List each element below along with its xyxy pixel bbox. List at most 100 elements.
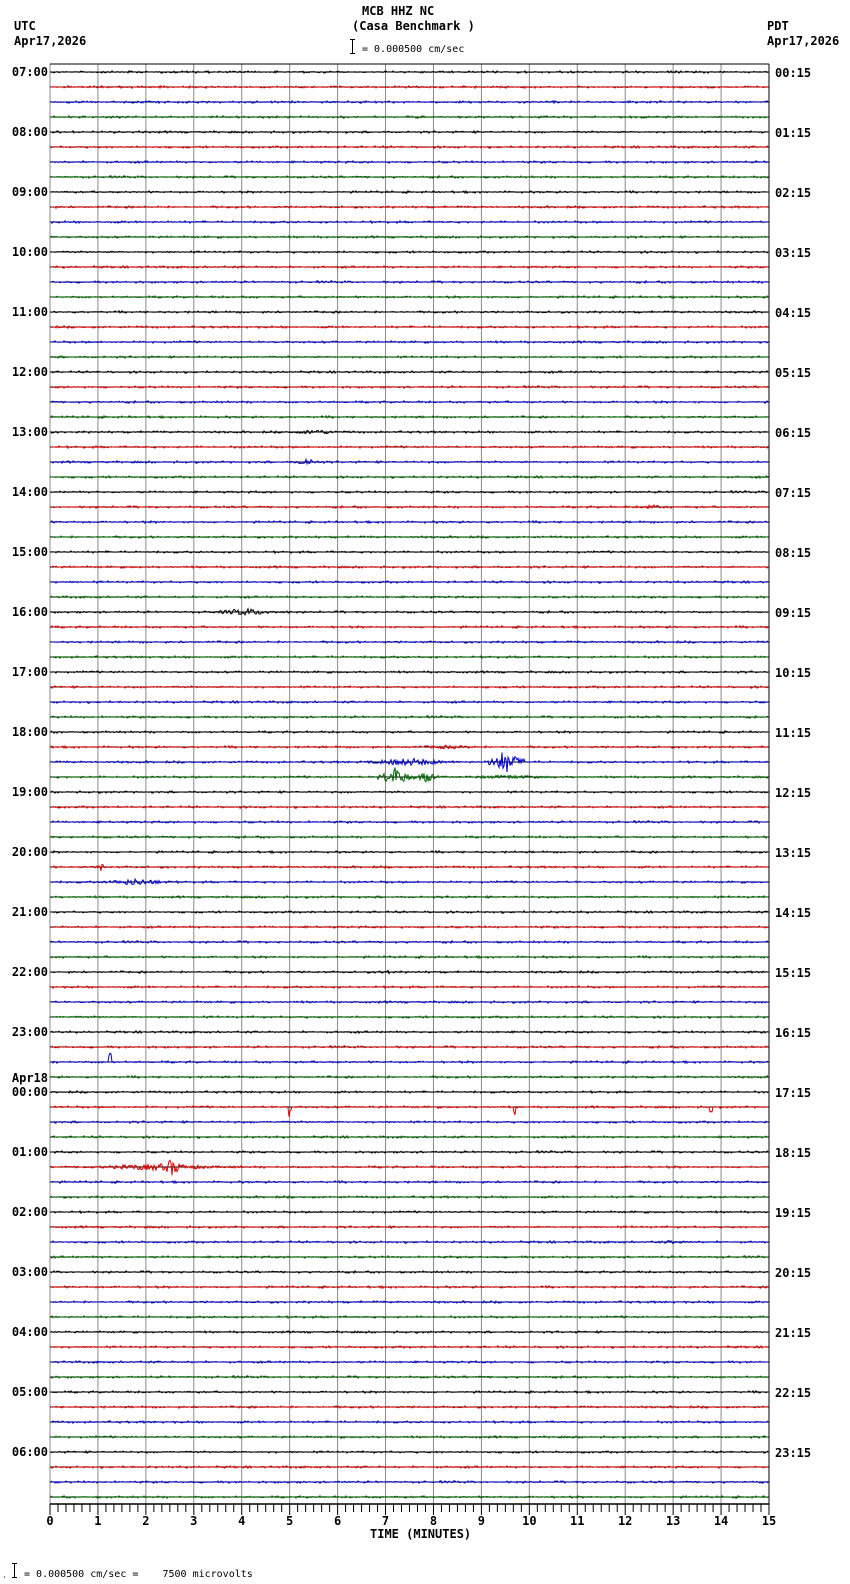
seismic-trace — [50, 384, 769, 390]
x-tick-label: 3 — [190, 1514, 198, 1528]
station-title: MCB HHZ NC — [362, 4, 435, 18]
seismic-trace — [50, 999, 769, 1005]
seismic-trace — [50, 1159, 769, 1176]
seismic-trace — [50, 1104, 769, 1117]
x-tick-label: 14 — [713, 1514, 729, 1528]
x-tick-label: 8 — [429, 1514, 438, 1528]
scale-bar-icon — [350, 39, 358, 54]
seismic-trace — [51, 174, 769, 180]
seismic-trace — [51, 804, 768, 810]
seismic-trace — [50, 909, 769, 915]
seismic-trace — [50, 1329, 769, 1335]
seismic-trace — [51, 744, 769, 750]
seismic-trace — [50, 99, 769, 105]
seismic-trace — [50, 624, 769, 630]
utc-hour-label: 02:00 — [11, 1205, 48, 1219]
pdt-hour-label: 18:15 — [775, 1146, 812, 1160]
x-tick-label: 1 — [94, 1514, 102, 1528]
seismic-trace — [50, 752, 769, 773]
x-tick-label: 11 — [570, 1514, 585, 1528]
utc-hour-label: 12:00 — [11, 365, 48, 379]
x-tick-label: 2 — [142, 1514, 150, 1528]
seismic-trace — [50, 1209, 769, 1215]
x-tick-label: 0 — [46, 1514, 54, 1528]
seismic-trace — [50, 939, 769, 945]
seismic-trace — [50, 1052, 768, 1065]
seismic-trace — [50, 444, 769, 450]
seismic-trace — [50, 294, 769, 300]
scale-text: = 0.000500 cm/sec — [362, 44, 465, 55]
seismic-trace — [50, 519, 769, 525]
seismic-trace — [50, 684, 769, 689]
seismic-trace — [50, 1374, 769, 1380]
seismic-trace — [50, 894, 768, 900]
seismic-trace — [50, 1014, 769, 1019]
pdt-hour-label: 01:15 — [775, 126, 812, 140]
x-tick-label: 5 — [286, 1514, 294, 1528]
seismic-trace — [51, 354, 769, 359]
seismic-trace — [50, 1284, 769, 1290]
seismic-trace — [50, 1359, 769, 1365]
station-subtitle: (Casa Benchmark ) — [352, 19, 475, 33]
left-timezone-label: UTC — [14, 19, 36, 33]
pdt-hour-label: 02:15 — [775, 186, 812, 200]
seismic-trace — [50, 504, 769, 510]
utc-hour-label: 04:00 — [11, 1325, 48, 1339]
x-tick-label: 15 — [761, 1514, 777, 1528]
seismic-trace — [50, 129, 769, 135]
seismic-trace — [50, 1434, 769, 1440]
utc-hour-label: 07:00 — [11, 65, 48, 79]
utc-hour-label: 10:00 — [11, 245, 48, 259]
utc-hour-label: 11:00 — [11, 305, 48, 319]
utc-hour-label: 05:00 — [11, 1385, 48, 1399]
pdt-hour-label: 10:15 — [775, 666, 812, 680]
seismic-trace — [50, 1389, 769, 1395]
x-tick-label: 9 — [477, 1514, 486, 1528]
seismic-trace — [50, 699, 769, 705]
pdt-hour-label: 03:15 — [775, 246, 812, 260]
seismic-trace — [50, 1134, 769, 1140]
pdt-hour-label: 05:15 — [775, 366, 812, 380]
pdt-hour-label: 15:15 — [775, 966, 812, 980]
pdt-hour-label: 23:15 — [775, 1446, 812, 1460]
seismic-trace — [51, 819, 769, 825]
seismic-trace — [50, 339, 769, 345]
pdt-hour-label: 09:15 — [775, 606, 812, 620]
x-tick-label: 7 — [381, 1514, 390, 1528]
utc-hour-label: 21:00 — [11, 905, 48, 919]
seismic-trace — [50, 1344, 769, 1349]
utc-hour-label: 22:00 — [11, 965, 48, 979]
utc-hour-label: 16:00 — [11, 605, 48, 619]
seismic-trace — [50, 1029, 768, 1035]
pdt-hour-label: 12:15 — [775, 786, 812, 800]
seismic-trace — [50, 1314, 769, 1320]
pdt-hour-label: 00:15 — [775, 66, 812, 80]
x-tick-label: 13 — [665, 1514, 681, 1528]
seismic-trace — [50, 457, 769, 466]
pdt-hour-label: 20:15 — [775, 1266, 812, 1280]
x-tick-label: 6 — [333, 1514, 342, 1528]
date-change-label: Apr18 — [11, 1071, 48, 1085]
seismic-trace — [50, 1299, 769, 1305]
x-tick-label: 12 — [617, 1514, 633, 1528]
seismic-trace — [50, 1479, 769, 1485]
utc-hour-label: 20:00 — [11, 845, 48, 859]
x-tick-label: 4 — [238, 1514, 246, 1528]
seismic-trace — [50, 1044, 768, 1050]
pdt-hour-label: 13:15 — [775, 846, 812, 860]
seismic-trace — [50, 234, 769, 240]
seismic-trace — [50, 1419, 769, 1425]
seismic-trace — [50, 729, 769, 735]
pdt-hour-label: 19:15 — [775, 1206, 812, 1220]
seismic-trace — [50, 414, 769, 420]
seismic-trace — [50, 954, 769, 960]
pdt-hour-label: 14:15 — [775, 906, 812, 920]
seismic-trace — [50, 114, 769, 120]
seismic-trace — [50, 264, 769, 270]
left-date-label: Apr17,2026 — [14, 34, 87, 48]
seismic-trace — [50, 607, 769, 616]
seismic-trace — [50, 549, 769, 555]
seismic-trace — [50, 714, 769, 720]
seismic-trace — [50, 1119, 768, 1124]
seismic-trace — [50, 84, 769, 90]
